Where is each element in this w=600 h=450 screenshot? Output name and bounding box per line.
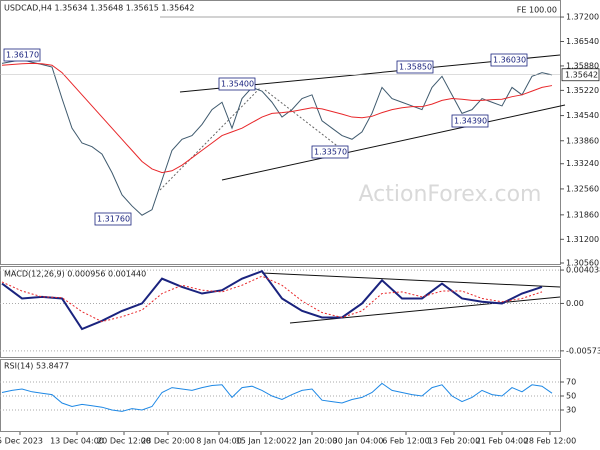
series-line [1,62,553,174]
series-line [1,59,553,216]
annotation-box [396,60,434,74]
macd-frame [0,266,561,358]
fe-label: FE 100.00 [517,6,557,15]
annotation-box [218,77,256,91]
x-tick-label: 28 Dec 20:00 [141,437,195,446]
annotation-box [311,145,349,159]
y-tick-label: 1.37200 [566,13,599,22]
macd-trend-line [261,272,561,288]
y-tick-label: 1.35880 [566,61,599,70]
y-tick-label: 30 [566,406,576,415]
x-tick-label: 8 Jan 04:00 [196,437,242,446]
annotation: 1.31760 [97,215,130,224]
x-tick-label: 28 Feb 12:00 [524,437,576,446]
x-tick-label: 15 Jan 12:00 [236,437,287,446]
y-tick-label: 1.31860 [566,210,599,219]
y-tick-label: 1.35220 [566,86,599,95]
y-tick-label: 1.34540 [566,111,599,120]
x-tick-label: 20 Dec 12:00 [97,437,151,446]
annotation: 1.33570 [314,148,347,157]
annotation-box [3,48,41,62]
y-tick-label: 70 [566,378,576,387]
annotation: 1.34390 [454,117,487,126]
macd-trend-line [289,296,561,324]
last-price-box [561,68,600,82]
trend-line [221,104,566,181]
last-price-label: 1.35642 [565,70,598,79]
y-tick-label: 1.30560 [566,259,599,268]
annotation: 1.36030 [493,56,526,65]
annotation: 1.35850 [399,63,432,72]
y-tick-label: 1.31200 [566,235,599,244]
x-tick-label: 6 Feb 12:00 [382,437,429,446]
y-tick-label: 1.36540 [566,37,599,46]
y-tick-label: 50 [566,392,576,401]
y-tick-label: 0.00 [566,299,584,308]
x-tick-label: 22 Jan 20:00 [287,437,338,446]
series-line [1,275,543,323]
series-line [1,382,553,412]
rsi-title: RSI(14) 53.8477 [4,362,69,371]
annotation: 1.35400 [221,80,254,89]
price-frame [0,0,561,265]
y-tick-label: 1.32560 [566,184,599,193]
annotation-box [490,53,528,67]
x-tick-label: 13 Dec 04:00 [50,437,104,446]
annotation: 1.36170 [6,51,39,60]
y-tick-label: 0.004038 [566,266,600,275]
y-tick-label: 1.33860 [566,136,599,145]
annotation-box [94,212,132,226]
x-tick-label: 30 Jan 04:00 [333,437,384,446]
annotation-box [451,114,489,128]
x-tick-label: 21 Feb 04:00 [476,437,528,446]
watermark: ActionForex.com [359,182,542,207]
macd-title: MACD(12,26,9) 0.000956 0.001440 [4,270,146,279]
x-tick-label: 5 Dec 2023 [0,437,43,446]
x-tick-label: 13 Feb 20:00 [428,437,480,446]
y-tick-label: 1.33240 [566,159,599,168]
chart-title: USDCAD,H4 1.35634 1.35648 1.35615 1.3564… [4,4,194,13]
